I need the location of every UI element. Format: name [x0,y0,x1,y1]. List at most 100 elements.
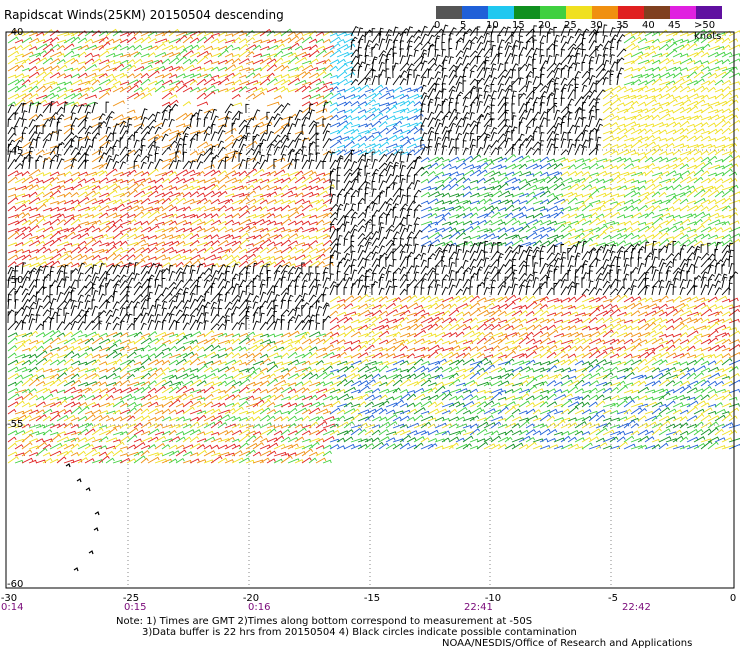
wind-barb [651,309,664,317]
wind-barb [714,128,724,135]
wind-barb [420,103,426,114]
wind-barb [700,71,712,79]
wind-barb [112,346,125,352]
wind-barb [63,254,73,261]
wind-barb [399,94,410,100]
wind-barb [413,229,423,240]
wind-barb [616,59,621,72]
wind-barb [350,143,361,149]
wind-barb [595,77,606,86]
wind-barb [581,175,593,184]
wind-barb [630,165,640,170]
wind-barb [672,240,677,254]
wind-barb [21,359,32,366]
wind-barb [406,195,411,205]
wind-barb [630,198,642,205]
wind-barb [161,319,167,331]
wind-barb [546,43,556,51]
wind-barb [280,123,290,135]
wind-barb [140,298,149,310]
wind-barb [42,233,54,240]
wind-barb [385,68,390,79]
wind-barb [154,233,167,240]
wind-barb [133,285,143,296]
wind-barb [504,276,509,289]
wind-barb [623,353,633,359]
wind-barb [210,262,219,268]
wind-barb [406,26,413,37]
wind-barb [378,318,389,324]
wind-barb [497,52,503,65]
wind-barb [336,332,347,338]
wind-barb [546,163,558,170]
wind-barb [434,156,444,163]
wind-barb [679,345,690,352]
wind-barb [490,104,495,114]
wind-barb [378,310,389,317]
wind-barb [217,38,228,44]
wind-barb [700,43,711,51]
wind-barb [630,234,641,240]
wind-barb [182,133,189,142]
wind-barb [476,345,487,352]
wind-barb [28,93,39,100]
wind-barb [182,291,189,303]
wind-barb [518,93,522,107]
wind-barb [21,206,32,212]
wind-barb [469,346,479,352]
wind-barb [378,127,389,135]
wind-barb [441,323,453,331]
wind-barb [252,121,264,128]
wind-barb [427,227,438,233]
wind-barb [420,259,427,268]
wind-barb [518,272,528,282]
wind-barb [343,128,356,135]
wind-barb [280,361,293,366]
wind-barb [273,270,281,282]
wind-barb [210,234,220,240]
wind-barb [147,87,157,93]
wind-barb [392,203,399,212]
wind-barb [518,241,532,247]
wind-barb [322,319,327,331]
wind-barb [469,212,479,219]
wind-barb [280,239,291,247]
wind-barb [364,330,375,338]
wind-barb [147,367,158,373]
wind-barb [350,319,361,324]
wind-barb [266,170,277,177]
wind-barb [532,330,544,338]
wind-barb [441,366,453,373]
wind-barb [224,52,234,58]
wind-barb [476,281,485,289]
wind-barb [77,145,85,156]
wind-barb [392,206,397,219]
wind-barb [245,72,256,79]
wind-barb [504,33,515,44]
wind-barb [672,353,685,359]
wind-barb [434,37,440,51]
wind-barb [336,339,346,345]
wind-barb [483,32,490,44]
wind-barb [371,296,384,303]
wind-barb [231,36,242,44]
wind-barb [196,78,207,86]
wind-barb [546,119,551,128]
wind-barb [189,357,201,366]
wind-barb [49,131,56,142]
wind-barb [35,67,45,72]
wind-barb [175,213,186,219]
wind-barb [406,338,417,345]
wind-barb [238,205,249,212]
wind-barb [700,360,710,366]
wind-barb [182,227,193,233]
wind-barb [245,148,255,156]
wind-barb [84,300,91,310]
wind-barb [203,190,215,198]
wind-barb [728,184,739,191]
wind-barb [574,106,583,114]
wind-barb [315,138,320,149]
wind-barb [42,309,50,317]
wind-barb [28,197,41,205]
wind-barb [203,143,213,149]
